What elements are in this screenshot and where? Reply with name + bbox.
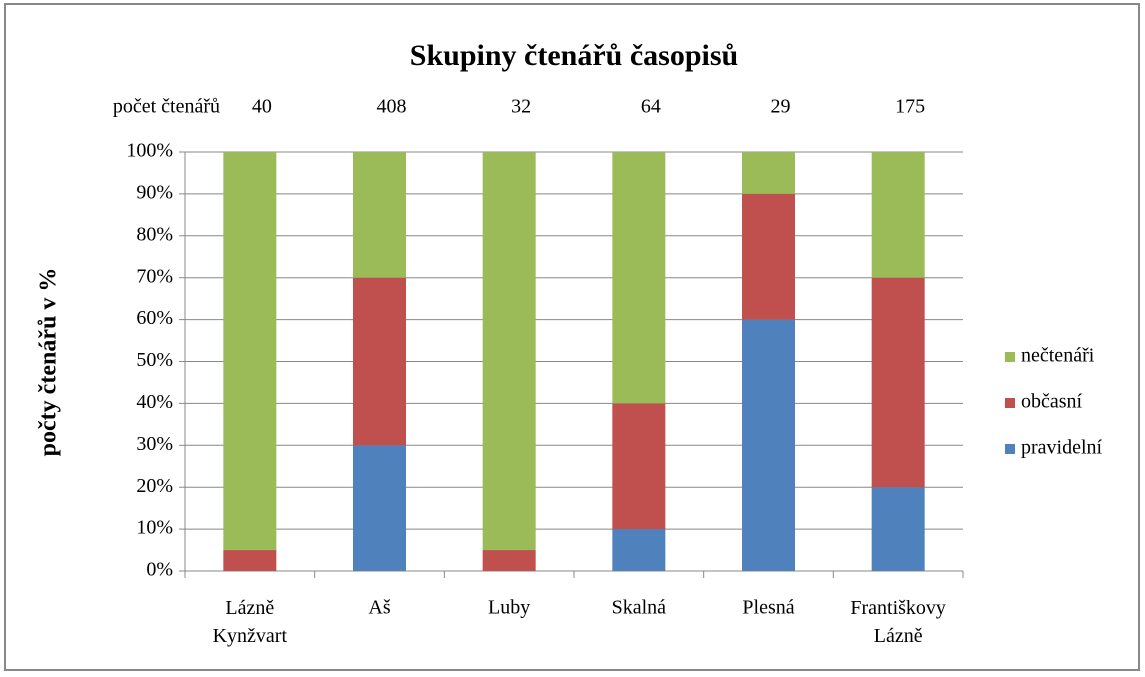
bar-segment	[223, 550, 277, 571]
count-label: 32	[511, 96, 531, 118]
x-tick-label: Luby	[488, 597, 530, 619]
x-tick-label: Lázně Kynžvart	[213, 597, 288, 647]
count-label: 175	[895, 96, 925, 118]
bar-segment	[871, 277, 925, 488]
bar-segment	[742, 319, 795, 571]
legend-swatch	[1005, 398, 1015, 408]
y-tick-label: 0%	[146, 559, 173, 581]
bar-segment	[871, 152, 925, 278]
y-tick-label: 40%	[136, 391, 173, 413]
y-tick-label: 70%	[136, 265, 173, 287]
bar-segment	[353, 152, 406, 278]
legend-label: pravidelní	[1021, 437, 1103, 459]
legend-label: občasní	[1021, 391, 1083, 413]
bar-segment	[871, 487, 925, 571]
bar-segment	[612, 152, 666, 404]
y-tick-label: 20%	[136, 475, 173, 497]
count-label: 29	[771, 96, 791, 118]
y-tick-label: 30%	[136, 433, 173, 455]
count-label: 408	[377, 96, 407, 118]
y-axis-label: počty čtenářů v %	[36, 268, 62, 457]
chart-title: Skupiny čtenářů časopisů	[410, 39, 738, 72]
y-tick-label: 100%	[126, 140, 173, 162]
bar-segment	[223, 152, 277, 551]
y-tick-label: 90%	[136, 181, 173, 203]
count-label: 40	[252, 96, 272, 118]
bar-segment	[353, 445, 406, 571]
y-tick-label: 60%	[136, 307, 173, 329]
y-tick-label: 10%	[136, 517, 173, 539]
y-tick-label: 50%	[136, 349, 173, 371]
bar-segment	[742, 152, 795, 194]
x-tick-label: Aš	[368, 597, 390, 619]
bar-segment	[482, 152, 536, 551]
legend-swatch	[1005, 352, 1015, 362]
bar-segment	[353, 277, 406, 446]
bar-segment	[612, 403, 666, 530]
y-tick-label: 80%	[136, 223, 173, 245]
x-tick-label: Plesná	[742, 597, 794, 619]
count-label: 64	[641, 96, 661, 118]
bar-segment	[612, 529, 666, 571]
bar-segment	[742, 193, 795, 320]
counts-label: počet čtenářů	[113, 96, 220, 118]
chart-frame	[4, 3, 1140, 671]
legend-label: nečtenáři	[1021, 345, 1095, 367]
legend-swatch	[1005, 444, 1015, 454]
x-tick-label: Skalná	[612, 597, 667, 619]
x-tick-label: Františkovy Lázně	[850, 597, 946, 647]
bar-segment	[482, 550, 536, 571]
